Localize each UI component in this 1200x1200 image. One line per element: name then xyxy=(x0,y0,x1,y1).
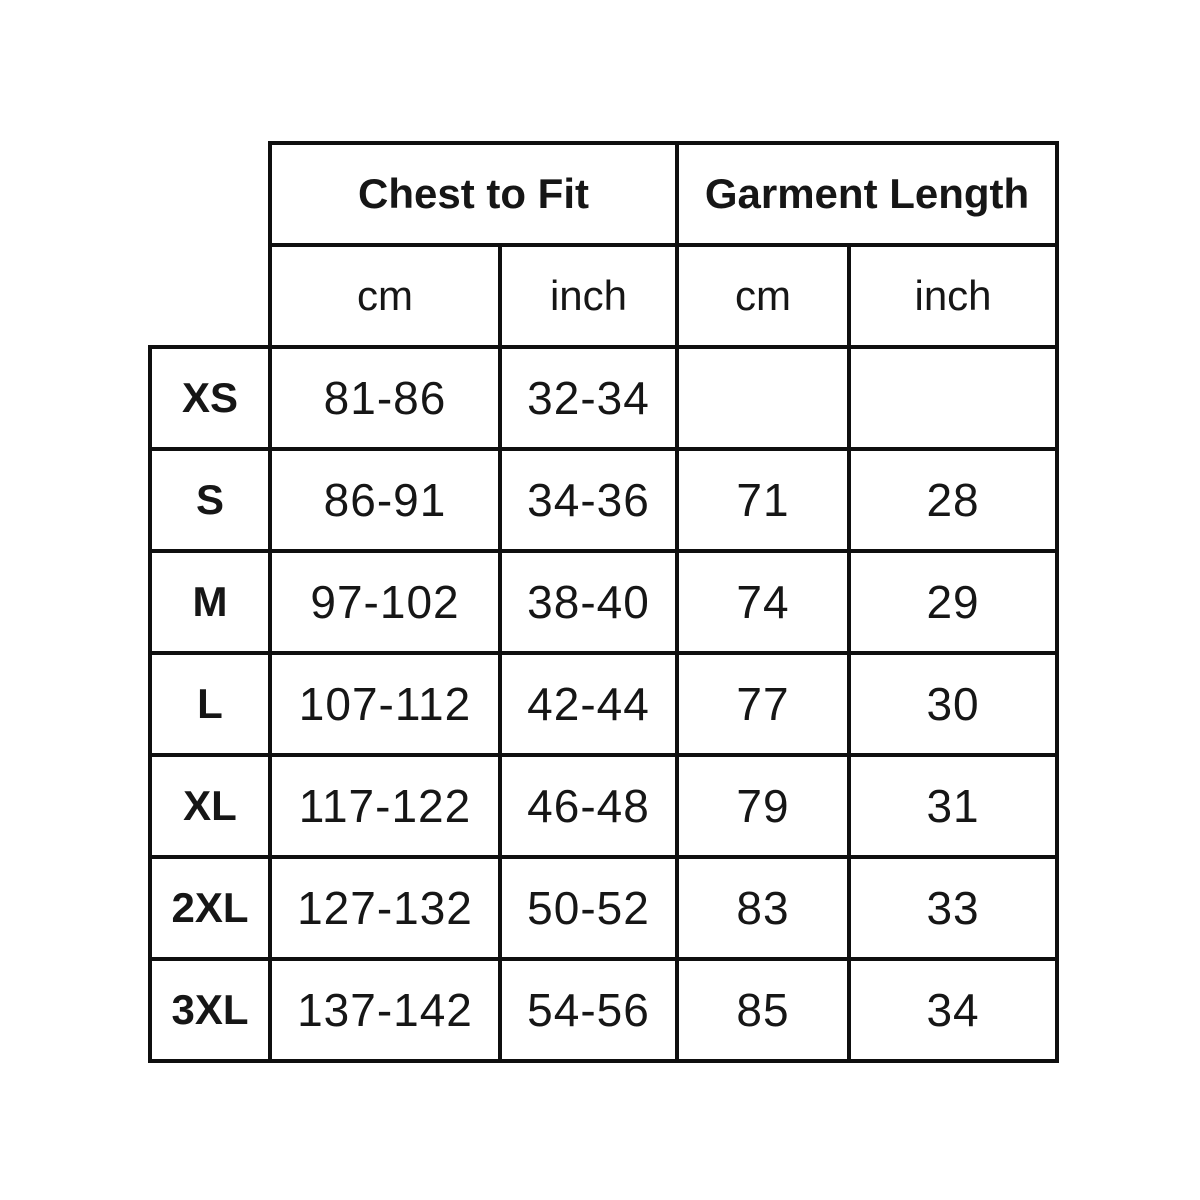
cell-m-chest-inch: 38-40 xyxy=(497,549,680,655)
size-chart-table: Chest to Fit Garment Length cm inch cm i… xyxy=(148,141,1060,1063)
group-header-row: Chest to Fit Garment Length xyxy=(150,141,1060,247)
header-garment-length: Garment Length xyxy=(675,141,1060,247)
cell-s-chest-inch: 34-36 xyxy=(497,447,680,553)
size-label-xs: XS xyxy=(148,345,272,451)
size-label-l: L xyxy=(148,651,272,757)
size-label-2xl: 2XL xyxy=(148,855,272,961)
cell-2xl-length-inch: 33 xyxy=(847,855,1060,961)
cell-3xl-chest-inch: 54-56 xyxy=(497,957,680,1063)
size-label-m: M xyxy=(148,549,272,655)
cell-s-length-cm: 71 xyxy=(675,447,852,553)
size-label-s: S xyxy=(148,447,272,553)
cell-xs-chest-cm: 81-86 xyxy=(268,345,502,451)
cell-3xl-length-inch: 34 xyxy=(847,957,1060,1063)
cell-xs-chest-inch: 32-34 xyxy=(497,345,680,451)
corner-spacer-top xyxy=(150,143,270,245)
table-row-l: L 107-112 42-44 77 30 xyxy=(148,651,1060,757)
size-label-3xl: 3XL xyxy=(148,957,272,1063)
unit-header-chest-inch: inch xyxy=(497,243,680,349)
cell-xl-chest-cm: 117-122 xyxy=(268,753,502,859)
cell-2xl-chest-cm: 127-132 xyxy=(268,855,502,961)
cell-s-length-inch: 28 xyxy=(847,447,1060,553)
cell-m-chest-cm: 97-102 xyxy=(268,549,502,655)
table-row-xl: XL 117-122 46-48 79 31 xyxy=(148,753,1060,859)
table-row-3xl: 3XL 137-142 54-56 85 34 xyxy=(148,957,1060,1063)
cell-m-length-inch: 29 xyxy=(847,549,1060,655)
cell-2xl-length-cm: 83 xyxy=(675,855,852,961)
corner-spacer-bottom xyxy=(150,245,270,347)
cell-m-length-cm: 74 xyxy=(675,549,852,655)
cell-2xl-chest-inch: 50-52 xyxy=(497,855,680,961)
unit-header-chest-cm: cm xyxy=(268,243,502,349)
cell-l-chest-cm: 107-112 xyxy=(268,651,502,757)
unit-header-length-cm: cm xyxy=(675,243,852,349)
cell-3xl-length-cm: 85 xyxy=(675,957,852,1063)
cell-l-length-cm: 77 xyxy=(675,651,852,757)
size-label-xl: XL xyxy=(148,753,272,859)
cell-l-length-inch: 30 xyxy=(847,651,1060,757)
cell-3xl-chest-cm: 137-142 xyxy=(268,957,502,1063)
table-row-m: M 97-102 38-40 74 29 xyxy=(148,549,1060,655)
unit-header-row: cm inch cm inch xyxy=(150,243,1060,349)
cell-l-chest-inch: 42-44 xyxy=(497,651,680,757)
cell-xs-length-cm xyxy=(675,345,852,451)
cell-s-chest-cm: 86-91 xyxy=(268,447,502,553)
table-row-s: S 86-91 34-36 71 28 xyxy=(148,447,1060,553)
cell-xl-length-inch: 31 xyxy=(847,753,1060,859)
cell-xs-length-inch xyxy=(847,345,1060,451)
header-chest-to-fit: Chest to Fit xyxy=(267,141,680,247)
cell-xl-length-cm: 79 xyxy=(675,753,852,859)
cell-xl-chest-inch: 46-48 xyxy=(497,753,680,859)
table-row-xs: XS 81-86 32-34 xyxy=(148,345,1060,451)
table-row-2xl: 2XL 127-132 50-52 83 33 xyxy=(148,855,1060,961)
unit-header-length-inch: inch xyxy=(847,243,1060,349)
